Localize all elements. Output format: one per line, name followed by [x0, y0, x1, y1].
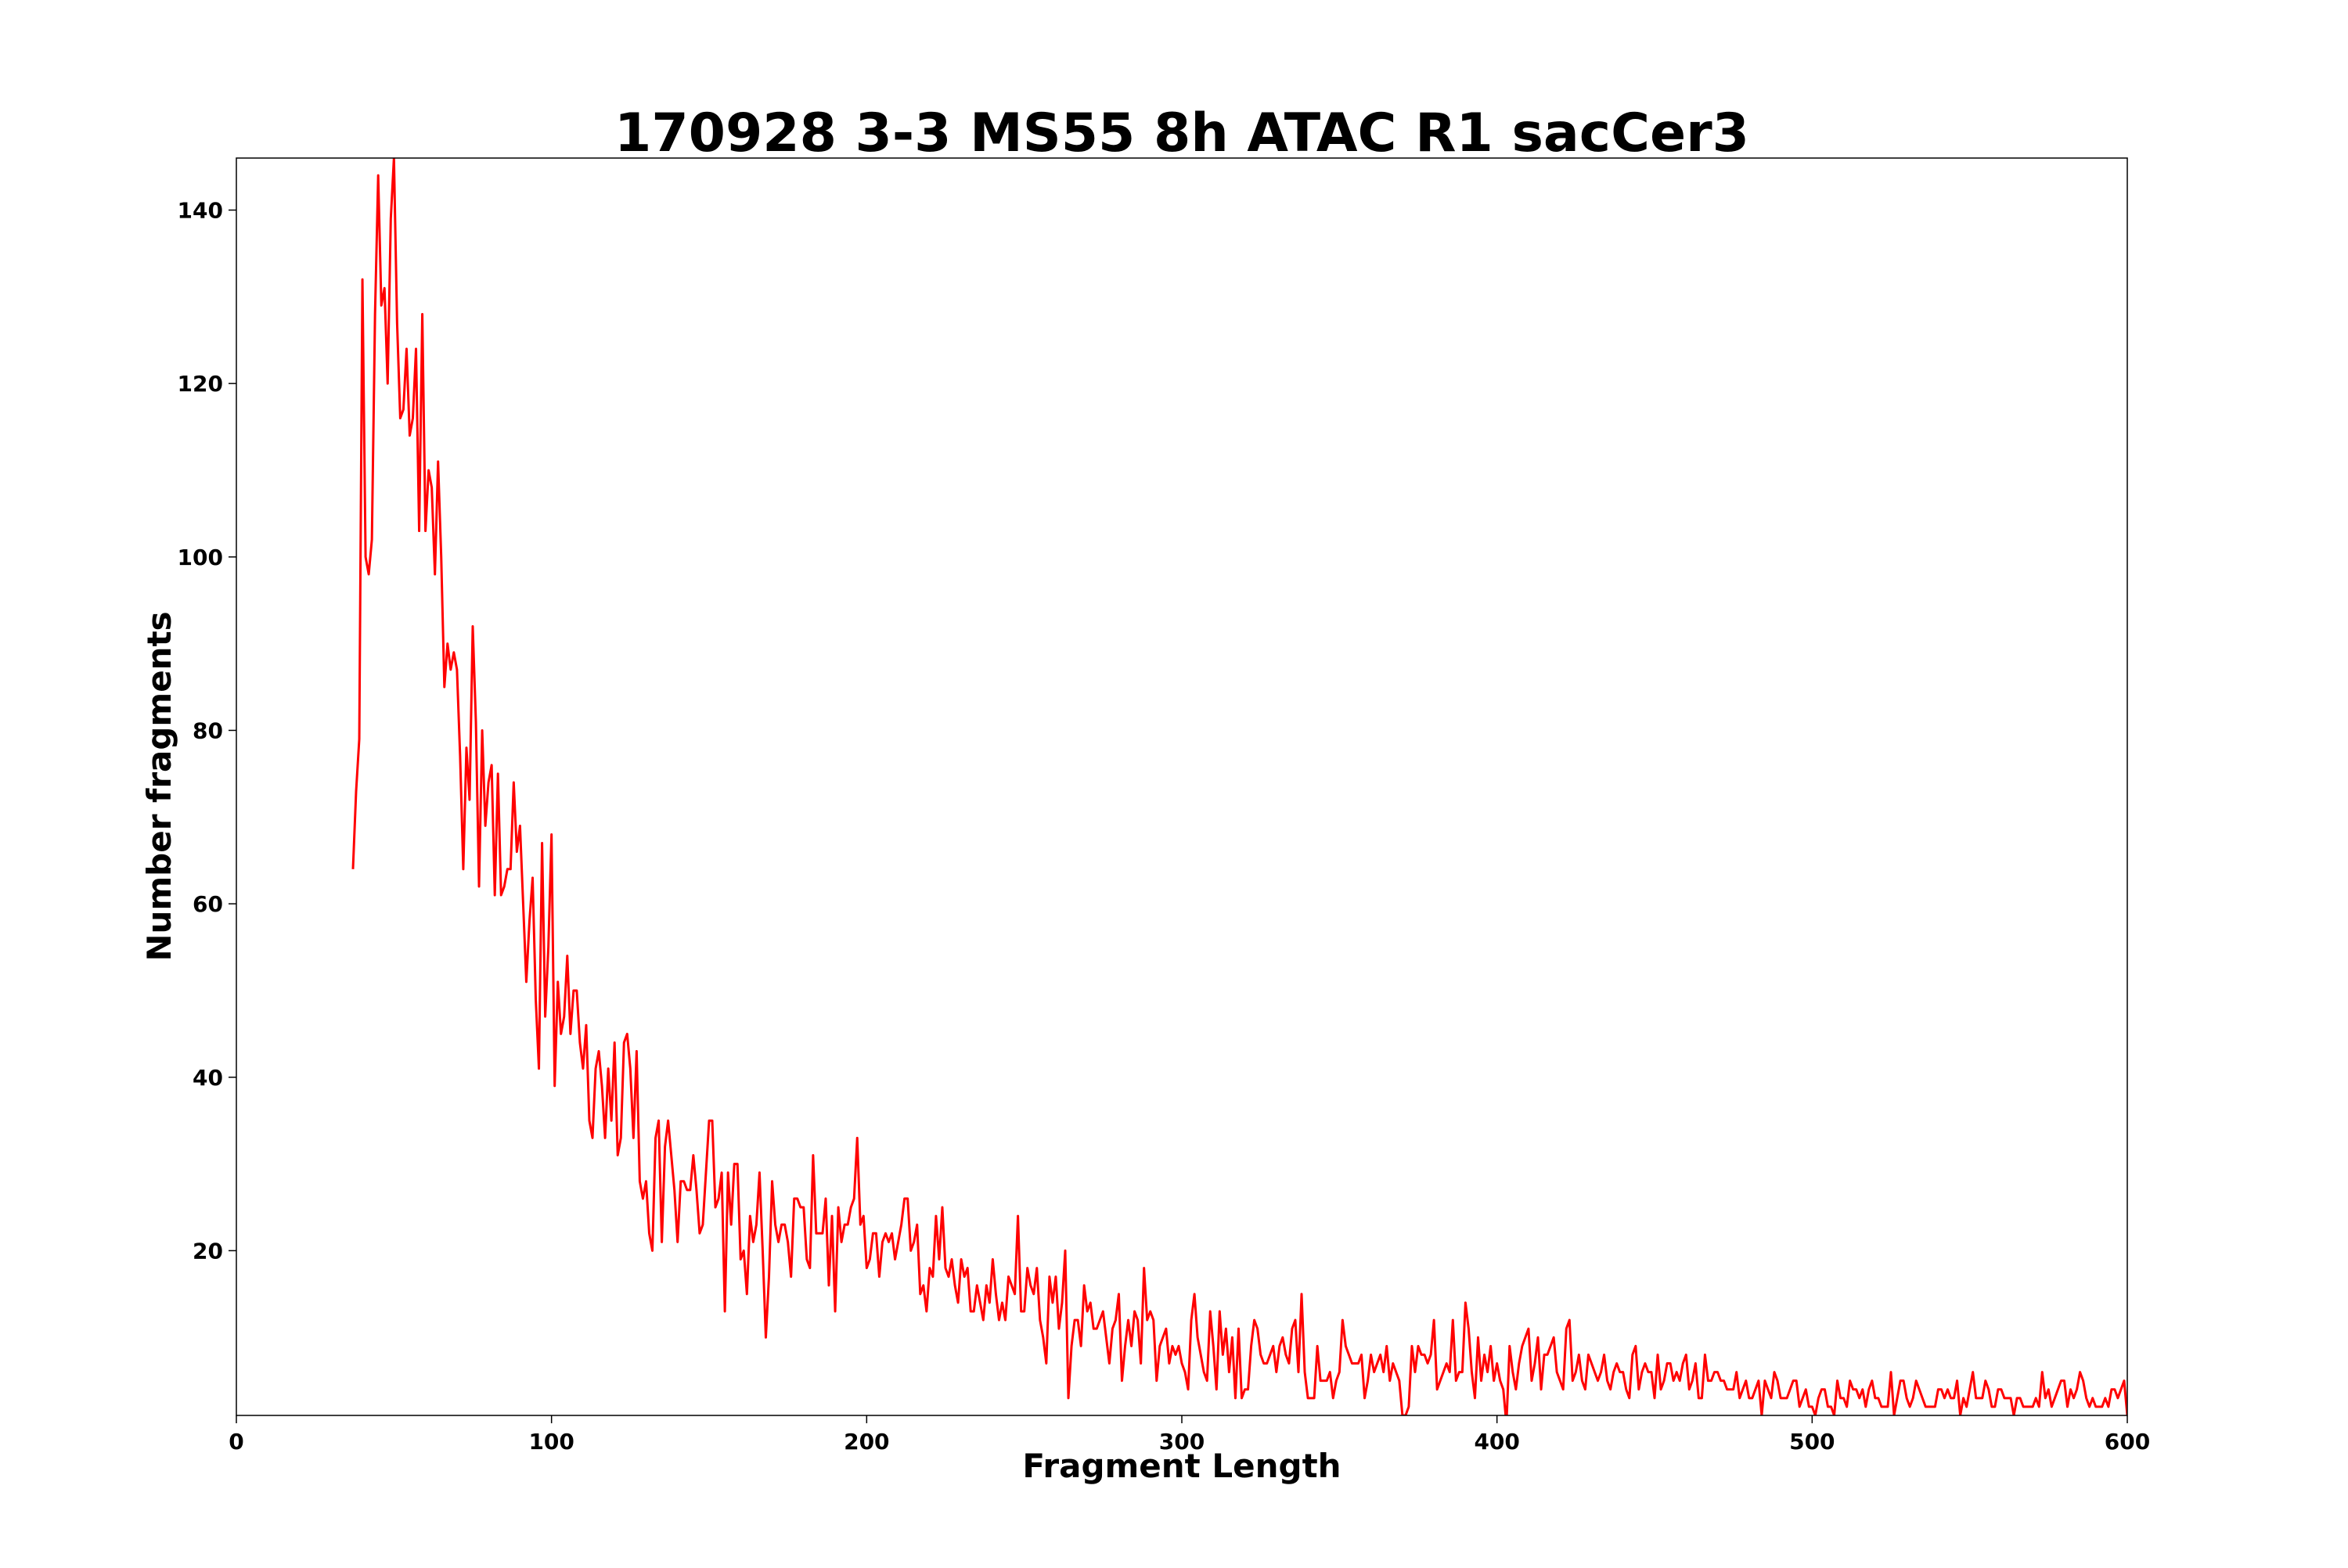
y-tick-label: 100 — [178, 545, 223, 570]
y-tick-label: 60 — [193, 891, 223, 917]
series-layer — [351, 158, 2127, 1415]
plot-area-frame — [236, 157, 2128, 1416]
x-tick-label: 400 — [1474, 1429, 1519, 1455]
x-axis-label: Fragment Length — [1022, 1447, 1341, 1485]
y-tick-label: 40 — [193, 1065, 223, 1091]
axis-ticks: 0 100 200 300 400 500 600 20 40 60 80 100 120 140 — [178, 197, 2151, 1455]
y-axis-label: Number fragments — [140, 611, 178, 961]
y-tick-label: 80 — [193, 717, 223, 743]
y-tick-label: 140 — [178, 197, 223, 223]
y-tick-label: 20 — [193, 1238, 223, 1264]
chart-title: 170928 3-3 MS55 8h ATAC R1 sacCer3 — [614, 102, 1749, 164]
x-tick-label: 100 — [528, 1429, 574, 1455]
y-tick-label: 120 — [178, 371, 223, 397]
x-tick-label: 0 — [229, 1429, 243, 1455]
series-line — [351, 158, 2127, 1415]
x-tick-label: 500 — [1789, 1429, 1835, 1455]
x-tick-label: 600 — [2105, 1429, 2150, 1455]
x-tick-label: 200 — [844, 1429, 889, 1455]
x-tick-label: 300 — [1159, 1429, 1205, 1455]
